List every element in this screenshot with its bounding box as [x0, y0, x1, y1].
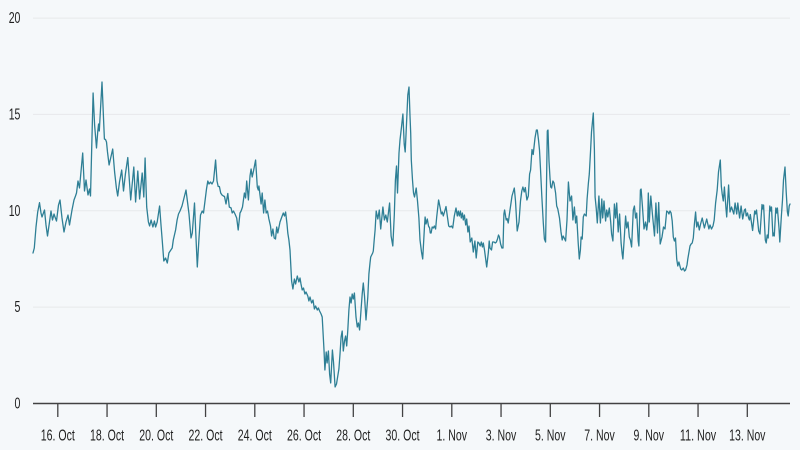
- svg-text:20: 20: [9, 10, 21, 27]
- svg-text:30. Oct: 30. Oct: [386, 428, 420, 445]
- svg-text:7. Nov: 7. Nov: [584, 428, 615, 445]
- svg-text:1. Nov: 1. Nov: [437, 428, 468, 445]
- svg-text:5. Nov: 5. Nov: [535, 428, 566, 445]
- svg-text:13. Nov: 13. Nov: [729, 428, 765, 445]
- svg-text:24. Oct: 24. Oct: [238, 428, 272, 445]
- svg-text:0: 0: [15, 396, 21, 413]
- svg-text:16. Oct: 16. Oct: [41, 428, 75, 445]
- svg-text:28. Oct: 28. Oct: [336, 428, 370, 445]
- svg-text:10: 10: [9, 203, 21, 220]
- svg-text:26. Oct: 26. Oct: [287, 428, 321, 445]
- svg-text:20. Oct: 20. Oct: [139, 428, 173, 445]
- svg-text:9. Nov: 9. Nov: [634, 428, 665, 445]
- svg-text:18. Oct: 18. Oct: [90, 428, 124, 445]
- svg-text:5: 5: [15, 299, 21, 316]
- svg-text:22. Oct: 22. Oct: [189, 428, 223, 445]
- svg-text:11. Nov: 11. Nov: [680, 428, 716, 445]
- svg-text:15: 15: [9, 106, 21, 123]
- svg-text:3. Nov: 3. Nov: [486, 428, 517, 445]
